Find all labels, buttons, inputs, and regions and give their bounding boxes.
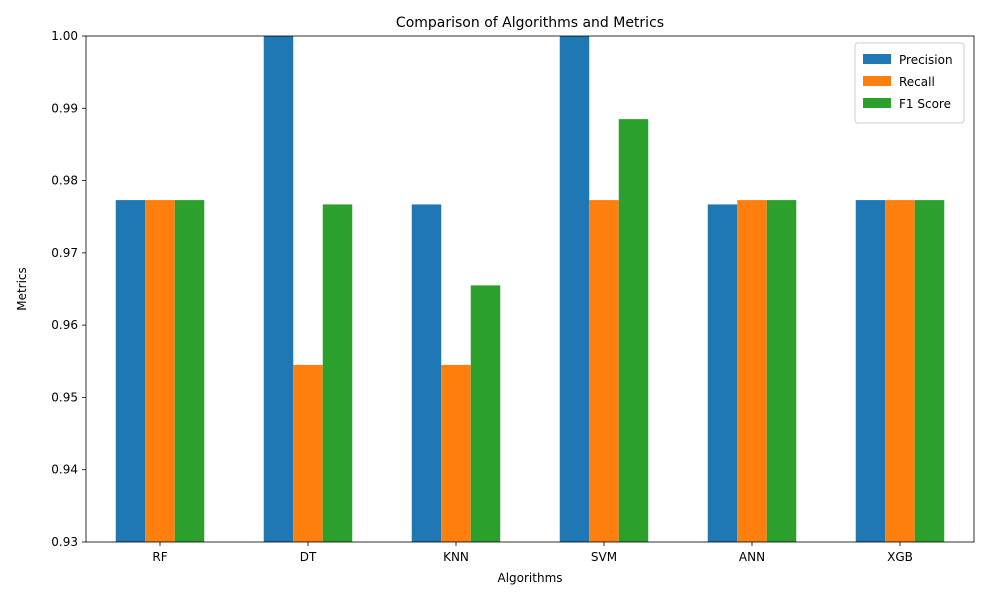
bar-rf-precision xyxy=(115,200,146,543)
x-tick-label: ANN xyxy=(739,550,765,564)
legend-swatch xyxy=(863,76,891,86)
y-tick-label: 0.99 xyxy=(51,101,78,115)
axes: RF DT KNN SVM ANN XGB 0.93 0.94 0.95 0.96 0.97 0.98… xyxy=(51,29,975,564)
legend-label: Recall xyxy=(899,75,935,89)
bar-svm-f1-score xyxy=(618,119,649,542)
bar-xgb-recall xyxy=(885,200,915,543)
legend-label: F1 Score xyxy=(899,97,951,111)
bar-rf-recall xyxy=(145,200,175,543)
x-tick-label: DT xyxy=(300,550,317,564)
bar-ann-recall xyxy=(737,200,767,543)
bar-xgb-precision xyxy=(855,200,886,543)
chart-title: Comparison of Algorithms and Metrics xyxy=(396,15,664,31)
plot-frame xyxy=(85,35,975,543)
y-tick-label: 0.95 xyxy=(51,390,78,404)
x-tick-label: RF xyxy=(152,550,167,564)
y-tick-label: 0.96 xyxy=(51,318,78,332)
bar-ann-f1-score xyxy=(766,200,797,543)
bar-dt-recall xyxy=(293,364,323,542)
legend-swatch xyxy=(863,54,891,64)
bar-svm-precision xyxy=(559,36,590,542)
y-tick-label: 0.94 xyxy=(51,463,78,477)
legend-swatch xyxy=(863,98,891,108)
bar-dt-precision xyxy=(263,36,294,542)
y-tick-label: 0.93 xyxy=(51,535,78,549)
bar-svm-recall xyxy=(589,200,619,543)
x-axis-label: Algorithms xyxy=(497,571,562,585)
bar-knn-precision xyxy=(411,204,442,542)
y-tick-label: 0.98 xyxy=(51,174,78,188)
y-tick-label: 1.00 xyxy=(51,29,78,43)
bar-ann-precision xyxy=(707,204,738,542)
bar-xgb-f1-score xyxy=(914,200,945,543)
y-tick-label: 0.97 xyxy=(51,246,78,260)
bar-dt-f1-score xyxy=(322,204,353,542)
x-tick-label: KNN xyxy=(443,550,469,564)
y-axis-label: Metrics xyxy=(15,267,29,311)
bars xyxy=(115,36,945,543)
bar-knn-recall xyxy=(441,364,471,542)
x-tick-label: SVM xyxy=(591,550,617,564)
bar-rf-f1-score xyxy=(174,200,205,543)
x-tick-label: XGB xyxy=(887,550,913,564)
legend: Precision Recall F1 Score xyxy=(854,42,965,124)
legend-label: Precision xyxy=(899,53,953,67)
bar-knn-f1-score xyxy=(470,285,501,542)
